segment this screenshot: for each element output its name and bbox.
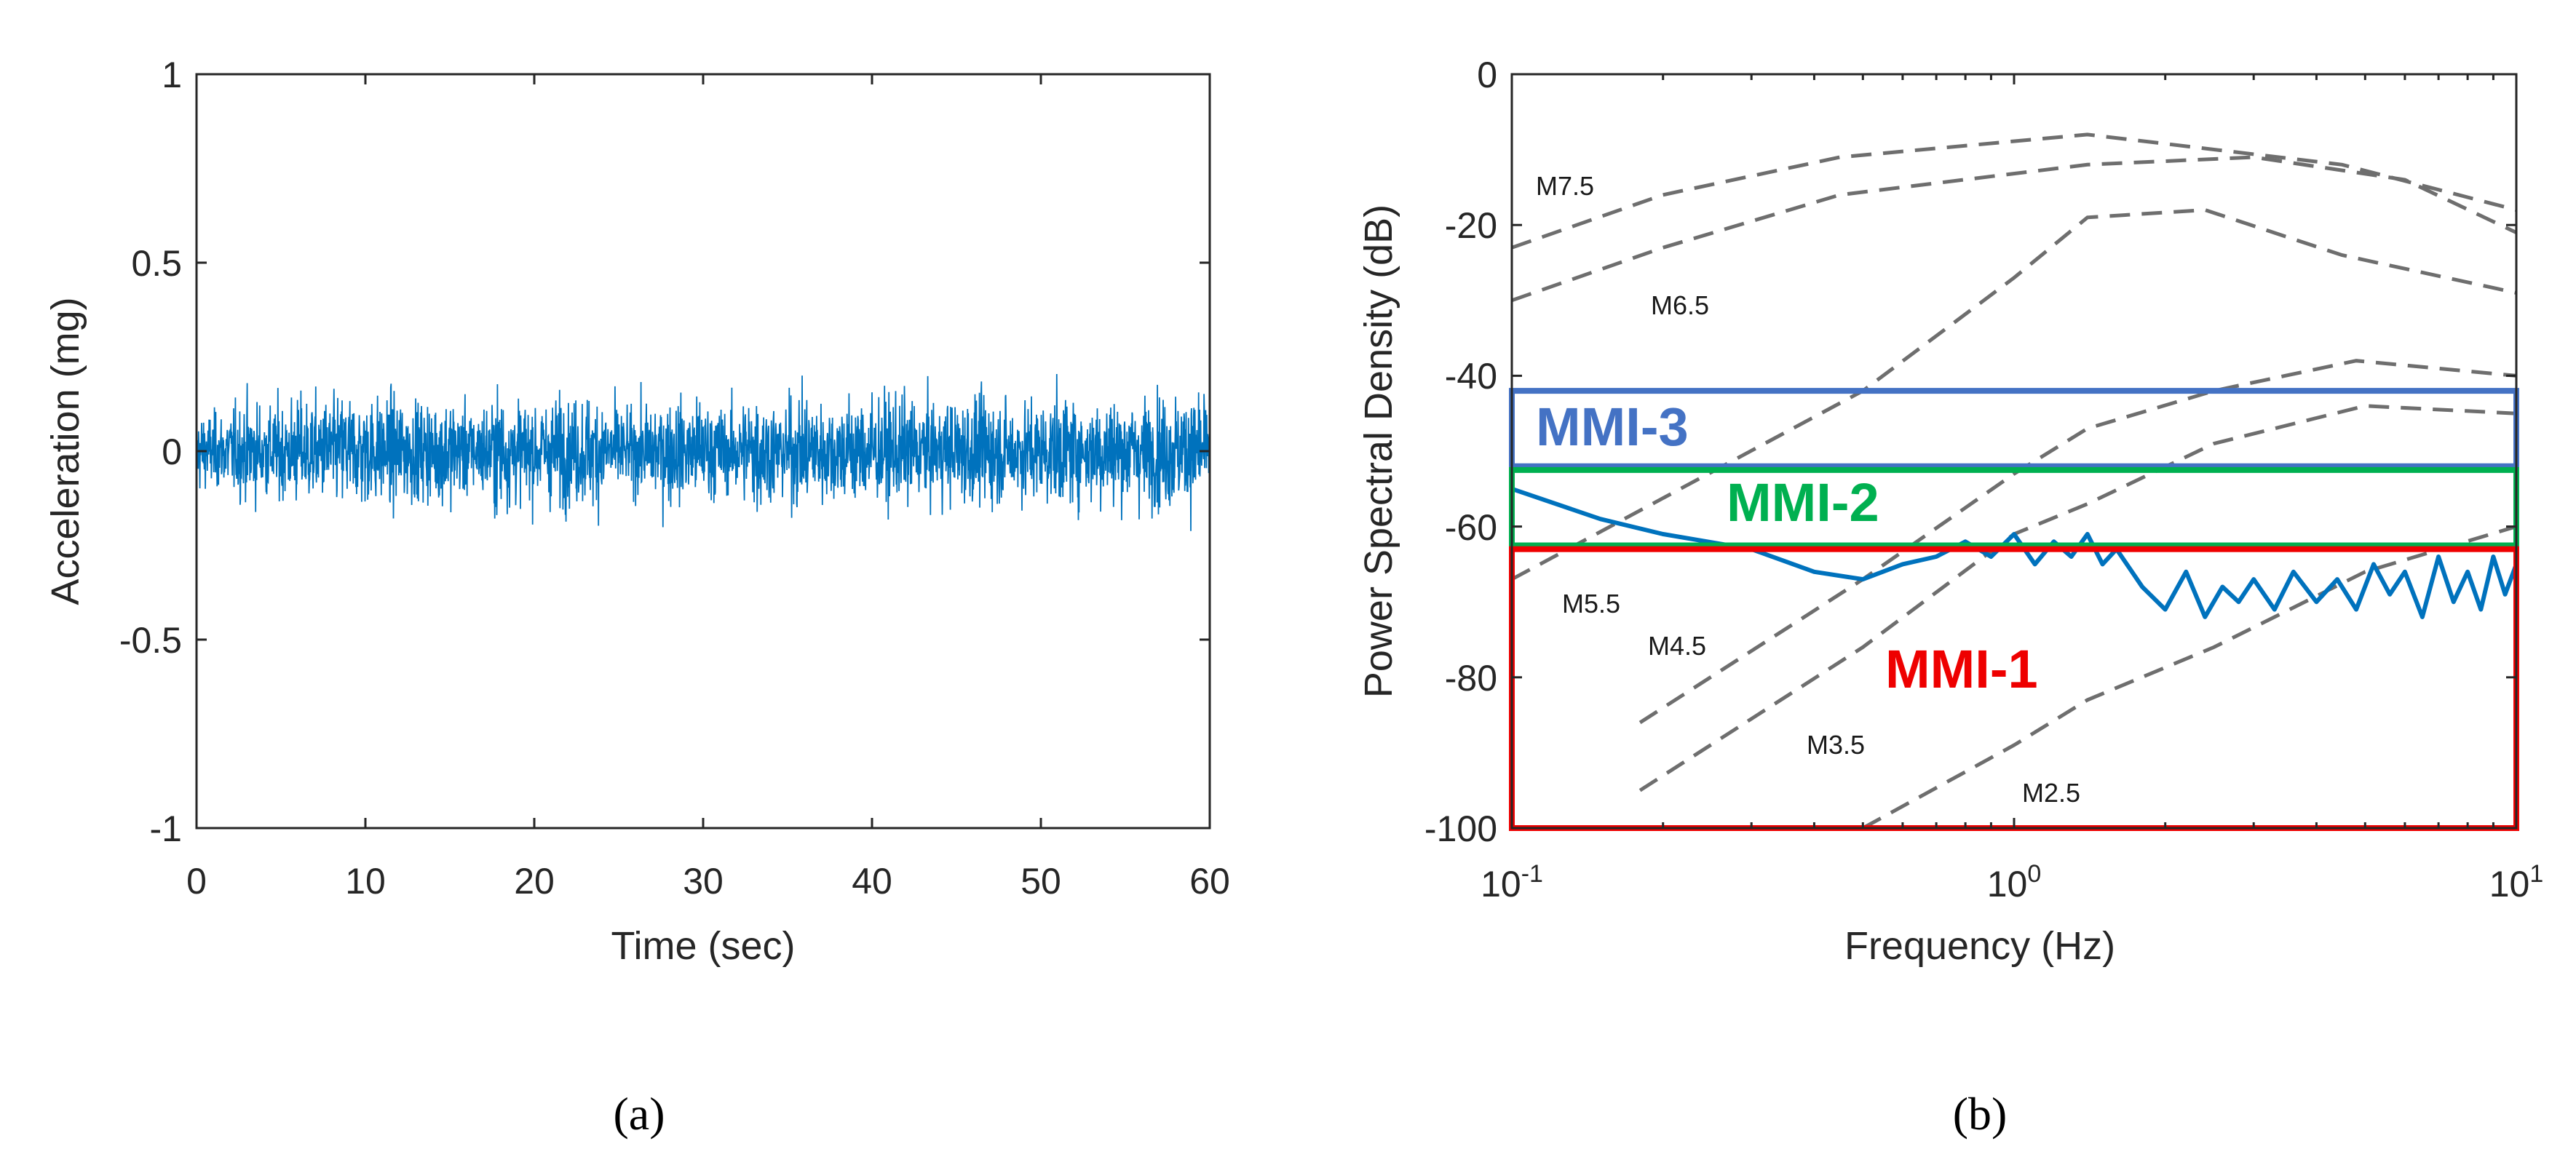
ytick-label-a: 1 <box>162 55 182 95</box>
curve-label-m4-5: M4.5 <box>1648 631 1706 661</box>
axis-ticks-a <box>195 73 1211 830</box>
curve-label-m6-5: M6.5 <box>1651 290 1709 320</box>
axis-ticks-b <box>1510 73 2518 830</box>
xtick-label-a: 20 <box>514 861 555 902</box>
ytick-label-b: -80 <box>1445 658 1497 699</box>
xtick-label-a: 60 <box>1189 861 1230 902</box>
magnitude-reference-curves <box>1510 132 2518 830</box>
curve-label-m7-5: M7.5 <box>1536 171 1594 201</box>
reference-curve-m3-5 <box>1638 404 2517 792</box>
psd-series <box>1511 486 2518 619</box>
ytick-label-a: 0.5 <box>131 243 182 284</box>
reference-curve-m5-5 <box>1510 207 2517 581</box>
xtick-label-a: 30 <box>683 861 724 902</box>
reference-curve-m2-5 <box>1862 525 2517 830</box>
x-axis-label-a: Time (sec) <box>611 924 796 968</box>
panel-label-a: (a) <box>613 1088 665 1140</box>
xtick-label-a: 40 <box>852 861 892 902</box>
ytick-label-b: -60 <box>1445 507 1497 548</box>
reference-curve-m6-5 <box>1511 155 2518 303</box>
region-label-mmi-3: MMI-3 <box>1536 397 1689 457</box>
curve-label-m3-5: M3.5 <box>1807 730 1865 760</box>
panel-label-b: (b) <box>1953 1088 2008 1140</box>
ytick-label-a: 0 <box>162 432 182 472</box>
panel-b: -100 -80 -60 -40 -20 0 10-1 100 101 Freq… <box>1357 55 2543 1140</box>
xtick-label-b: 10-1 <box>1481 860 1543 904</box>
acceleration-signal <box>196 373 1210 531</box>
panel-a: 0 10 20 30 40 50 60 -1 -0.5 0 0.5 1 Time… <box>44 55 1230 1140</box>
psd-line <box>1511 486 2518 619</box>
curve-label-m5-5: M5.5 <box>1562 589 1620 619</box>
ytick-label-b: 0 <box>1477 55 1497 95</box>
xtick-label-a: 50 <box>1021 861 1061 902</box>
ytick-label-b: -100 <box>1424 808 1497 849</box>
ytick-label-b: -20 <box>1445 205 1497 246</box>
acceleration-line <box>196 373 1210 531</box>
xtick-label-a: 0 <box>186 861 207 902</box>
xtick-label-b: 101 <box>2489 860 2544 904</box>
y-axis-label-a: Acceleration (mg) <box>44 297 87 605</box>
reference-curve-m7-5 <box>1511 132 2517 250</box>
region-label-mmi-1: MMI-1 <box>1885 639 2038 699</box>
curve-label-m2-5: M2.5 <box>2022 778 2080 808</box>
ytick-label-b: -40 <box>1445 356 1497 397</box>
x-axis-label-b: Frequency (Hz) <box>1844 924 2115 968</box>
ytick-label-a: -0.5 <box>119 620 182 661</box>
y-axis-label-b: Power Spectral Density (dB) <box>1357 204 1400 698</box>
reference-curve-m4-5 <box>1638 359 2517 725</box>
region-label-mmi-2: MMI-2 <box>1727 472 1879 533</box>
ytick-label-a: -1 <box>150 808 182 849</box>
xtick-label-a: 10 <box>345 861 386 902</box>
xtick-label-b: 100 <box>1987 860 2042 904</box>
